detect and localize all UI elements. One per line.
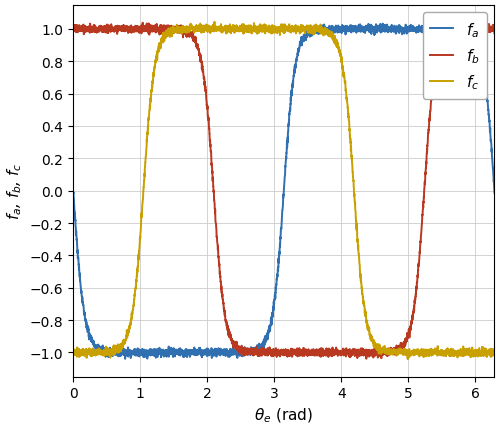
- Y-axis label: $f_a$, $f_b$, $f_c$: $f_a$, $f_b$, $f_c$: [6, 163, 25, 220]
- Legend: $f_a$, $f_b$, $f_c$: $f_a$, $f_b$, $f_c$: [423, 13, 487, 100]
- X-axis label: $\theta_e$ (rad): $\theta_e$ (rad): [254, 406, 314, 424]
